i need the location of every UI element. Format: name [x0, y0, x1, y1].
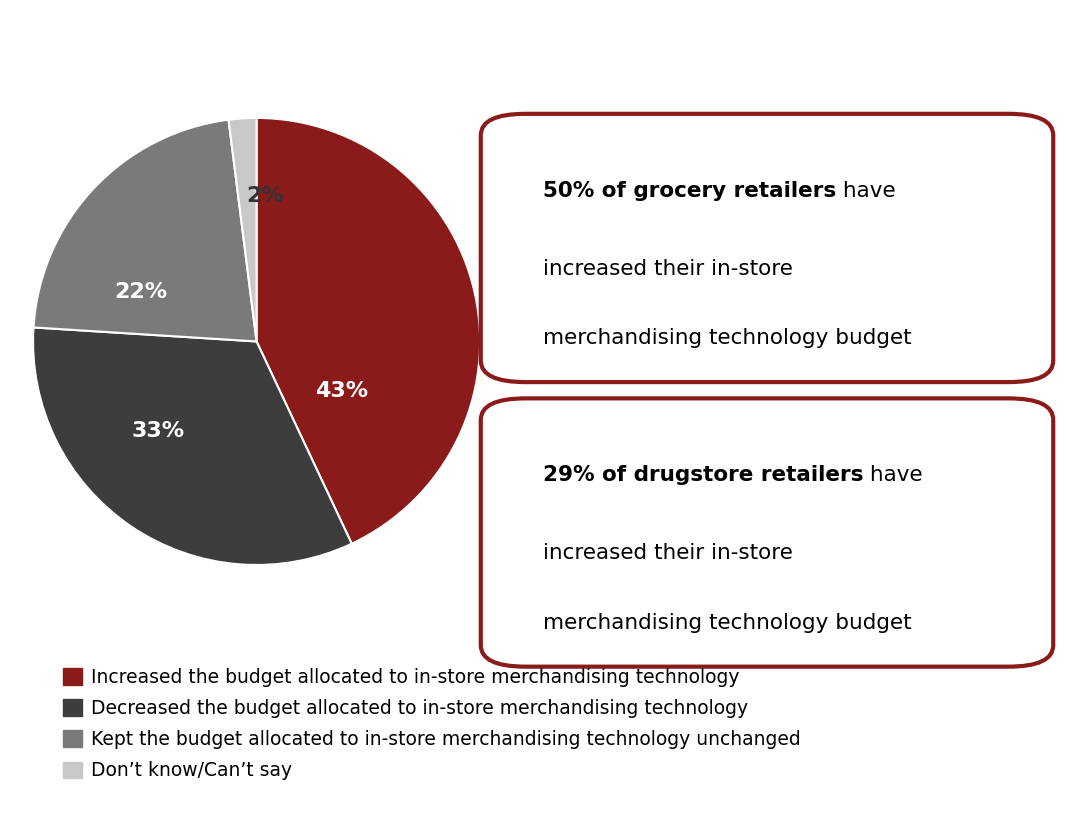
- Text: increased their in-store: increased their in-store: [543, 543, 792, 563]
- Wedge shape: [33, 328, 352, 565]
- Wedge shape: [229, 118, 257, 341]
- Text: have: have: [863, 465, 923, 485]
- Text: increased their in-store: increased their in-store: [543, 259, 792, 279]
- Text: 43%: 43%: [315, 380, 368, 401]
- Text: 2%: 2%: [247, 186, 284, 207]
- Wedge shape: [33, 120, 257, 341]
- FancyBboxPatch shape: [481, 398, 1053, 667]
- Text: 50% of grocery retailers: 50% of grocery retailers: [543, 180, 836, 201]
- Text: merchandising technology budget: merchandising technology budget: [543, 613, 911, 633]
- Text: merchandising technology budget: merchandising technology budget: [543, 328, 911, 349]
- Text: 33%: 33%: [131, 421, 185, 441]
- Wedge shape: [257, 118, 480, 544]
- Legend: Increased the budget allocated to in-store merchandising technology, Decreased t: Increased the budget allocated to in-sto…: [63, 668, 801, 780]
- Text: have: have: [836, 180, 896, 201]
- Text: 29% of drugstore retailers: 29% of drugstore retailers: [543, 465, 863, 485]
- FancyBboxPatch shape: [481, 114, 1053, 382]
- Text: 22%: 22%: [113, 282, 167, 302]
